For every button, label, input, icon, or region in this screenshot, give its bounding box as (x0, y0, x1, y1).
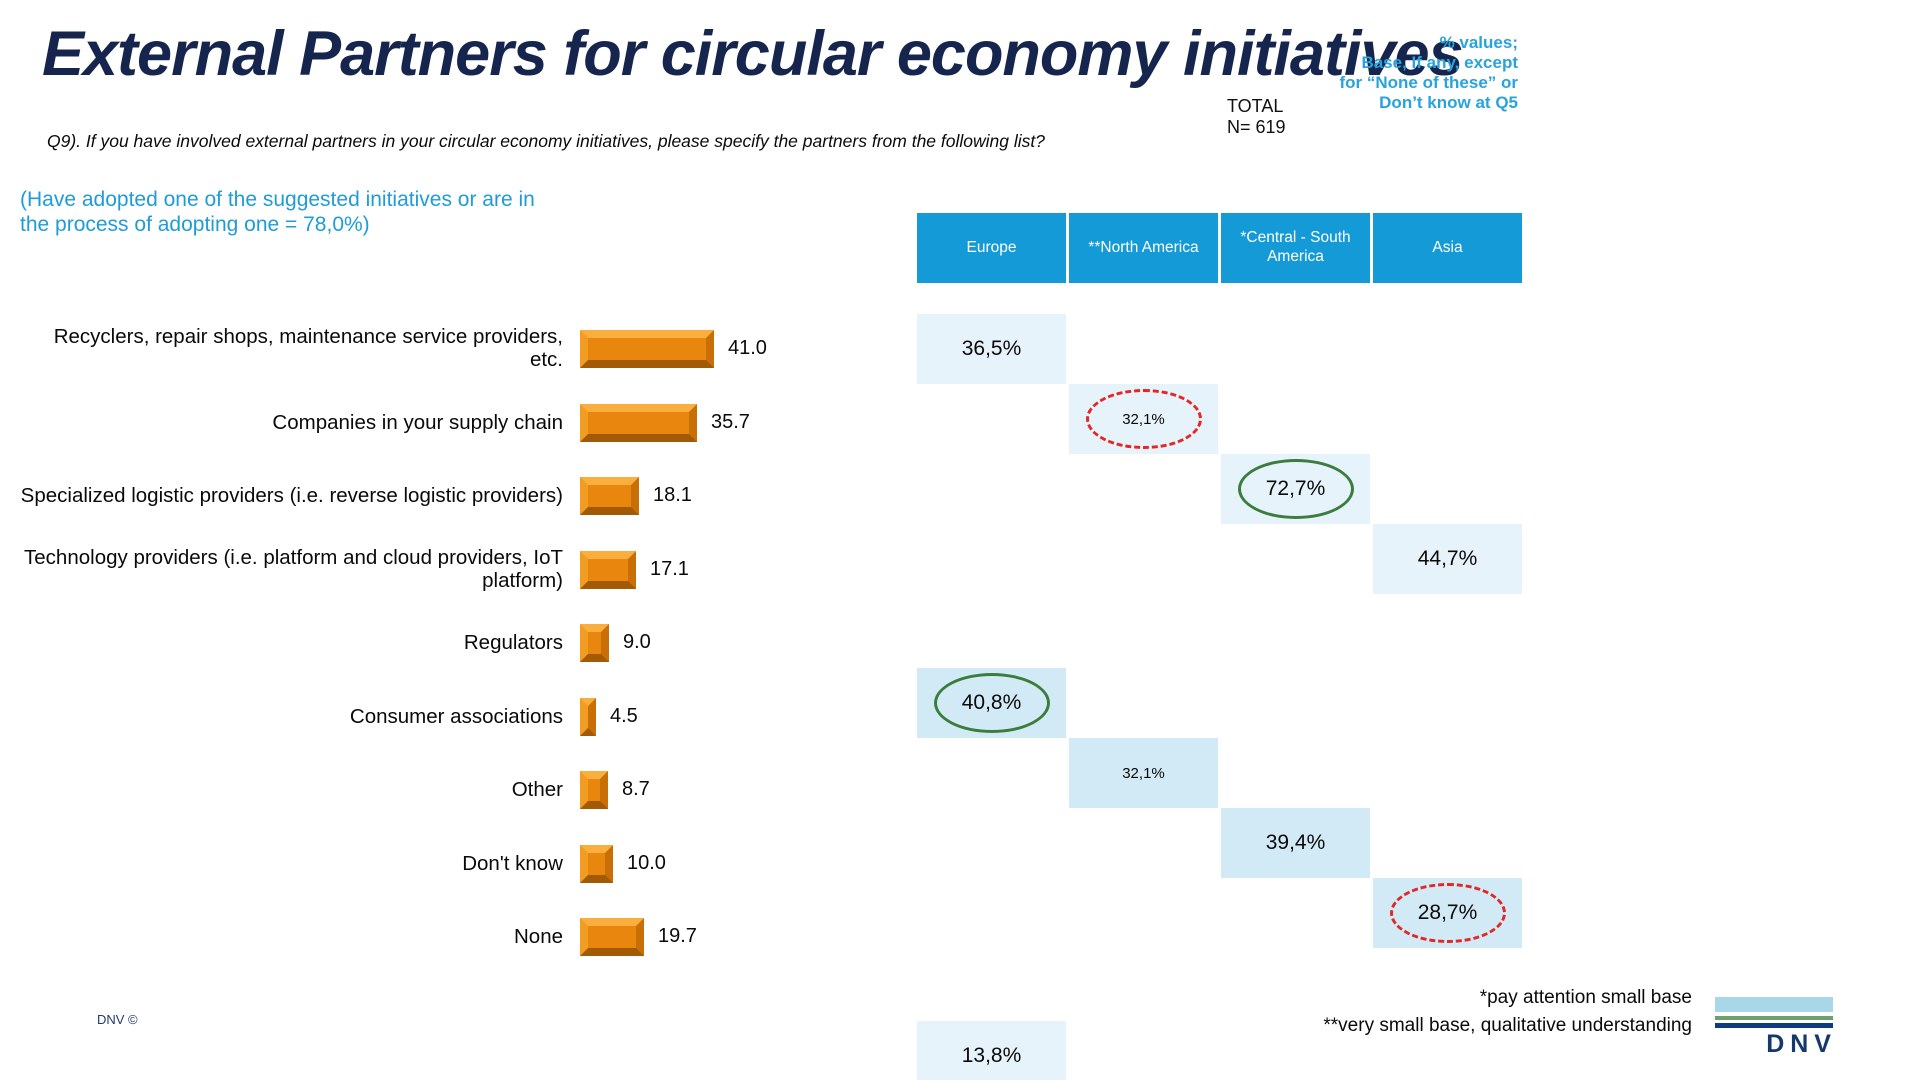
bar-category-label: Specialized logistic providers (i.e. rev… (20, 483, 563, 507)
total-base-label: TOTAL N= 619 (1227, 96, 1286, 137)
table-cell: 32,1% (1069, 384, 1218, 454)
table-cell: 32,1% (1069, 738, 1218, 808)
bar (580, 624, 609, 662)
bar-category-label: Regulators (463, 630, 563, 654)
page-title: External Partners for circular economy i… (42, 19, 1464, 89)
table-cell: 28,7% (1373, 878, 1522, 948)
footnotes: *pay attention small base **very small b… (1323, 987, 1692, 1036)
table-cell: 44,7% (1373, 524, 1522, 594)
survey-question: Q9). If you have involved external partn… (47, 131, 1045, 151)
bar-category-label: Technology providers (i.e. platform and … (24, 546, 563, 592)
bar (580, 698, 596, 736)
dnv-logo-text: DNV (1766, 1030, 1837, 1058)
bar-value-label: 4.5 (610, 705, 638, 727)
red-dashed-circle-highlight (1389, 883, 1506, 943)
bar (580, 404, 697, 442)
bar-value-label: 19.7 (658, 925, 697, 947)
dnv-logo-lightblue-bar (1715, 997, 1833, 1012)
top-right-note: % values; Base, If any, except for “None… (1339, 33, 1518, 113)
bar-category-label: None (513, 924, 563, 948)
copyright-label: DNV © (97, 1012, 138, 1027)
table-cell: 72,7% (1221, 454, 1370, 524)
bar-category-label: Other (511, 777, 563, 801)
bar (580, 477, 639, 515)
bar-category-label: Consumer associations (349, 704, 563, 728)
table-cell: 36,5% (917, 314, 1066, 384)
table-cell: 13,8% (917, 1021, 1066, 1080)
dnv-logo-green-bar (1715, 1016, 1833, 1020)
bar-value-label: 35.7 (711, 411, 750, 433)
bar-value-label: 18.1 (653, 484, 692, 506)
bar-category-label: Recyclers, repair shops, maintenance ser… (53, 325, 563, 371)
bar (580, 330, 714, 368)
bar-value-label: 10.0 (627, 852, 666, 874)
table-cell: 40,8% (917, 668, 1066, 738)
bar-category-label: Don't know (462, 851, 563, 875)
green-circle-highlight (933, 673, 1050, 733)
bar (580, 918, 644, 956)
bar (580, 771, 608, 809)
bar-value-label: 41.0 (728, 337, 767, 359)
table-header-cell: Asia (1373, 213, 1522, 283)
table-header-cell: **North America (1069, 213, 1218, 283)
bar-category-label: Companies in your supply chain (272, 410, 563, 434)
table-header-cell: *Central - South America (1221, 213, 1370, 283)
bar-value-label: 8.7 (622, 778, 650, 800)
green-circle-highlight (1237, 459, 1354, 519)
dnv-logo-navy-bar (1715, 1023, 1833, 1028)
bar-value-label: 17.1 (650, 558, 689, 580)
adopted-initiatives-note: (Have adopted one of the suggested initi… (20, 188, 535, 236)
table-header-cell: Europe (917, 213, 1066, 283)
bar-value-label: 9.0 (623, 631, 651, 653)
bar (580, 551, 636, 589)
red-dashed-circle-highlight (1085, 389, 1202, 449)
bar (580, 845, 613, 883)
table-cell: 39,4% (1221, 808, 1370, 878)
